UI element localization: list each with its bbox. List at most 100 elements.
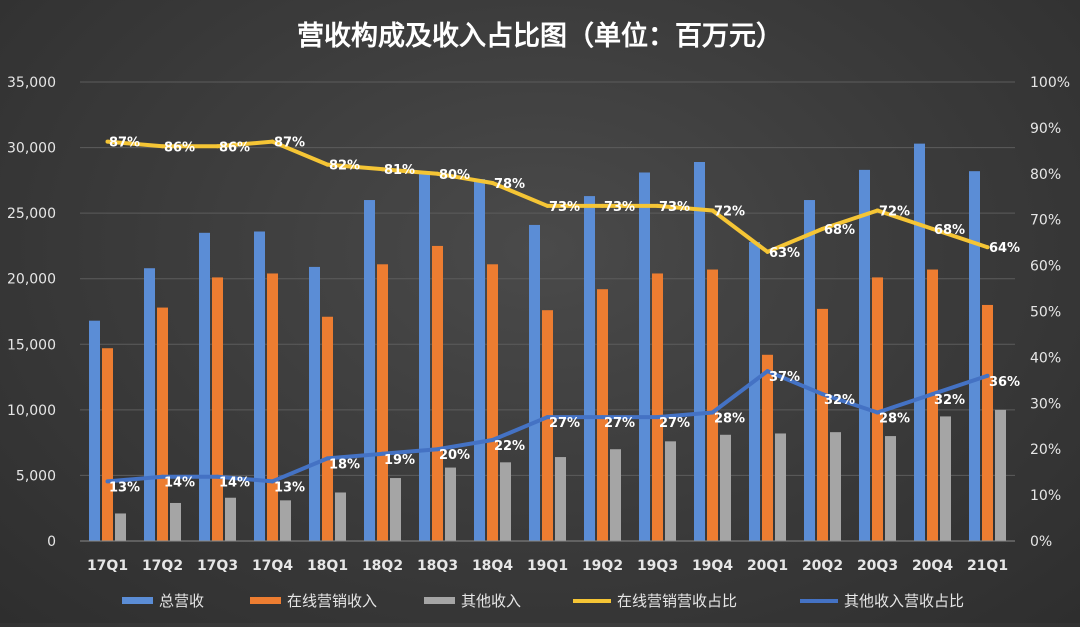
bar-1-17Q4 xyxy=(267,273,278,541)
y-left-tick-label: 25,000 xyxy=(7,206,56,222)
legend-label: 在线营销营收占比 xyxy=(617,592,737,610)
bar-2-19Q4 xyxy=(720,434,731,541)
line-data-label-1: 27% xyxy=(604,416,635,431)
line-point-1 xyxy=(435,447,440,452)
line-data-label-1: 32% xyxy=(824,393,855,408)
line-point-1 xyxy=(765,369,770,374)
line-data-label-0: 82% xyxy=(329,159,360,174)
bar-1-17Q2 xyxy=(157,307,168,541)
bar-2-18Q4 xyxy=(500,462,511,541)
line-point-1 xyxy=(820,392,825,397)
bar-0-17Q1 xyxy=(89,320,100,541)
legend-label: 其他收入 xyxy=(461,592,521,610)
x-tick-label: 19Q2 xyxy=(582,558,623,574)
y-right-tick-label: 90% xyxy=(1030,121,1061,137)
bar-2-20Q4 xyxy=(940,416,951,541)
bar-2-18Q1 xyxy=(335,492,346,541)
line-data-label-1: 32% xyxy=(934,393,965,408)
legend-swatch xyxy=(250,597,281,604)
bar-2-20Q3 xyxy=(885,436,896,541)
y-left-tick-label: 15,000 xyxy=(7,337,56,353)
line-data-label-0: 72% xyxy=(879,205,910,220)
x-tick-label: 20Q1 xyxy=(747,558,788,574)
line-data-label-0: 80% xyxy=(439,168,470,183)
line-data-label-1: 37% xyxy=(769,370,800,385)
x-tick-label: 21Q1 xyxy=(967,558,1008,574)
y-right-tick-label: 70% xyxy=(1030,213,1061,229)
line-data-label-0: 86% xyxy=(219,140,250,155)
line-point-0 xyxy=(490,180,495,185)
line-point-0 xyxy=(820,226,825,231)
line-data-label-0: 86% xyxy=(164,140,195,155)
legend: 总营收 在线营销收入 其他收入 在线营销营收占比 其他收入营收占比 xyxy=(122,592,964,610)
line-data-label-0: 73% xyxy=(604,200,635,215)
bar-2-18Q2 xyxy=(390,478,401,541)
line-data-label-1: 18% xyxy=(329,457,360,472)
bar-marks xyxy=(89,143,1006,542)
line-series-0 xyxy=(107,139,989,254)
line-data-label-1: 36% xyxy=(989,375,1020,390)
line-point-1 xyxy=(490,438,495,443)
bar-0-17Q4 xyxy=(254,231,265,541)
line-point-1 xyxy=(655,415,660,420)
bar-0-18Q2 xyxy=(364,200,375,541)
line-point-1 xyxy=(325,456,330,461)
line-point-1 xyxy=(710,410,715,415)
bar-1-18Q2 xyxy=(377,264,388,541)
bar-1-19Q3 xyxy=(652,273,663,541)
bar-1-19Q4 xyxy=(707,269,718,541)
line-point-1 xyxy=(875,410,880,415)
line-data-label-1: 28% xyxy=(714,411,745,426)
line-data-label-1: 27% xyxy=(659,416,690,431)
line-marks: 87% 86% 86% 87% 82% 81% 80% 78% 73% 73% 73% 72% 63% 6… xyxy=(105,136,1020,495)
line-data-label-0: 73% xyxy=(549,200,580,215)
x-tick-label: 18Q3 xyxy=(417,558,458,574)
line-point-1 xyxy=(545,415,550,420)
line-point-0 xyxy=(325,162,330,167)
x-tick-label: 18Q2 xyxy=(362,558,403,574)
y-right-tick-label: 50% xyxy=(1030,305,1061,321)
bar-0-18Q3 xyxy=(419,171,430,542)
line-point-1 xyxy=(105,479,110,484)
line-data-label-1: 19% xyxy=(384,453,415,468)
y-right-tick-label: 0% xyxy=(1030,534,1052,550)
line-data-label-1: 13% xyxy=(109,480,140,495)
line-point-0 xyxy=(600,203,605,208)
bar-2-17Q3 xyxy=(225,497,236,541)
line-data-label-0: 72% xyxy=(714,205,745,220)
bar-2-20Q1 xyxy=(775,433,786,541)
bar-1-20Q2 xyxy=(817,308,828,541)
line-point-1 xyxy=(600,415,605,420)
bar-0-21Q1 xyxy=(969,171,980,542)
line-data-label-1: 28% xyxy=(879,411,910,426)
line-data-label-1: 27% xyxy=(549,416,580,431)
line-point-0 xyxy=(930,226,935,231)
legend-label: 总营收 xyxy=(159,592,204,610)
legend-swatch xyxy=(424,597,455,604)
line-data-label-0: 78% xyxy=(494,177,525,192)
y-left-tick-label: 35,000 xyxy=(7,75,56,91)
bar-0-20Q2 xyxy=(804,200,815,541)
x-tick-label: 19Q4 xyxy=(692,558,733,574)
line-point-0 xyxy=(215,144,220,149)
bar-0-20Q3 xyxy=(859,169,870,541)
x-tick-label: 17Q4 xyxy=(252,558,293,574)
bar-1-21Q1 xyxy=(982,304,993,541)
y-left-tick-label: 30,000 xyxy=(7,141,56,157)
line-point-1 xyxy=(985,373,990,378)
bar-0-19Q1 xyxy=(529,224,540,541)
y-right-tick-label: 10% xyxy=(1030,488,1061,504)
bar-2-18Q3 xyxy=(445,467,456,541)
x-tick-label: 17Q2 xyxy=(142,558,183,574)
bar-2-19Q2 xyxy=(610,449,621,541)
bar-0-17Q2 xyxy=(144,268,155,541)
y-right-tick-label: 30% xyxy=(1030,396,1061,412)
bar-0-17Q3 xyxy=(199,232,210,542)
bar-0-18Q4 xyxy=(474,179,485,541)
x-tick-label: 20Q2 xyxy=(802,558,843,574)
bar-1-19Q1 xyxy=(542,310,553,541)
bar-0-19Q3 xyxy=(639,172,650,541)
legend-label: 在线营销收入 xyxy=(287,592,377,610)
